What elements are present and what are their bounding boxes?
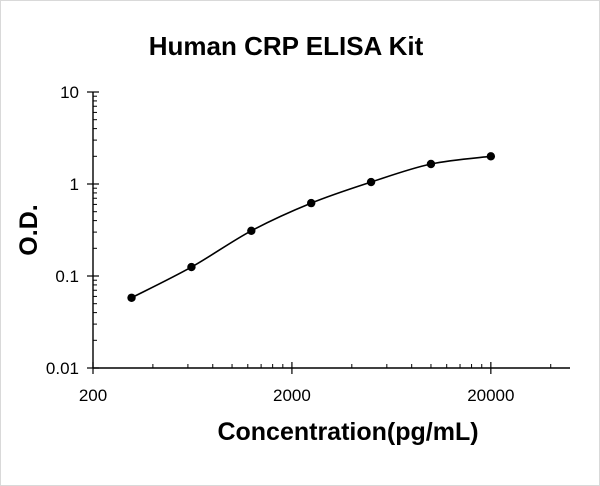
y-tick-label: 0.1 <box>55 267 79 286</box>
data-point <box>306 198 316 208</box>
series-line <box>131 155 491 299</box>
y-tick-label: 0.01 <box>46 359 79 378</box>
chart-title: Human CRP ELISA Kit <box>149 31 424 61</box>
x-tick-label: 2000 <box>273 386 311 405</box>
data-point <box>247 226 256 235</box>
data-point <box>187 262 196 272</box>
y-tick-label: 1 <box>70 175 79 194</box>
plot-area <box>127 152 496 302</box>
y-axis-title: O.D. <box>15 204 43 255</box>
axes: 0.01 0.1 1 10 200 2000 20000 <box>46 83 570 405</box>
x-tick-label: 200 <box>79 386 107 405</box>
data-point <box>127 293 136 302</box>
data-point <box>366 177 376 187</box>
x-tick-label: 20000 <box>467 386 514 405</box>
data-point <box>426 159 436 169</box>
x-axis-title: Concentration(pg/mL) <box>217 418 478 446</box>
data-point <box>486 152 496 161</box>
y-tick-label: 10 <box>60 83 79 102</box>
